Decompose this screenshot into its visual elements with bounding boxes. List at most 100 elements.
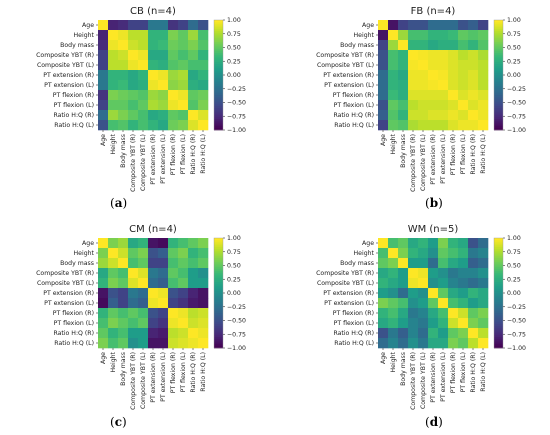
- heatmap-cell: [478, 70, 489, 81]
- colorbar-segment: [494, 67, 503, 70]
- heatmap-cell: [168, 20, 179, 31]
- colorbar-segment: [494, 95, 503, 98]
- colorbar-tick-label: −1.00: [227, 127, 246, 134]
- heatmap-cell: [458, 60, 469, 71]
- heatmap-cell: [438, 40, 449, 51]
- colorbar-segment: [494, 69, 503, 72]
- colorbar-segment: [494, 342, 503, 345]
- colorbar-segment: [214, 43, 223, 47]
- colorbar-segment: [494, 75, 503, 78]
- x-tick-label: Body mass: [120, 134, 127, 168]
- chart-title: WM (n=5): [408, 224, 459, 235]
- colorbar-segment: [494, 245, 503, 248]
- colorbar-segment: [494, 340, 503, 343]
- heatmap-panel-wm: WM (n=5) Age Height Body mass Composite YBT …: [280, 218, 550, 413]
- heatmap-cell: [158, 308, 169, 319]
- label-close: ): [122, 196, 128, 210]
- chart-title: FB (n=4): [411, 6, 456, 17]
- heatmap-cell: [188, 80, 199, 91]
- heatmap-cell: [118, 308, 129, 319]
- heatmap-cell: [188, 100, 199, 111]
- label-close: ): [122, 415, 127, 429]
- colorbar-segment: [214, 120, 223, 124]
- heatmap-cell: [478, 50, 489, 61]
- colorbar-tick-label: −0.25: [227, 86, 246, 93]
- heatmap-cell: [388, 338, 399, 349]
- colorbar-segment: [214, 289, 223, 292]
- colorbar-segment: [214, 98, 223, 102]
- colorbar-segment: [214, 261, 223, 265]
- heatmap-cell: [408, 40, 419, 51]
- colorbar-tick-label: −0.50: [227, 100, 246, 107]
- colorbar-segment: [494, 316, 503, 320]
- chart-title: CM (n=4): [129, 224, 177, 235]
- heatmap-cell: [458, 278, 469, 289]
- colorbar-segment: [494, 326, 503, 329]
- heatmap-cell: [378, 60, 389, 71]
- colorbar-segment: [494, 282, 503, 285]
- colorbar-segment: [214, 36, 223, 39]
- heatmap-cell: [98, 238, 109, 249]
- colorbar-segment: [214, 65, 223, 69]
- heatmap-cell: [178, 268, 189, 279]
- colorbar-segment: [494, 254, 503, 257]
- heatmap-cell: [398, 288, 409, 299]
- heatmap-cell: [188, 288, 199, 299]
- heatmap-cell: [178, 278, 189, 289]
- colorbar-segment: [494, 80, 503, 83]
- heatmap-cell: [98, 338, 109, 349]
- heatmap-cell: [178, 258, 189, 269]
- colorbar-segment: [494, 324, 503, 327]
- colorbar-segment: [494, 31, 503, 34]
- heatmap-cell: [458, 90, 469, 101]
- heatmap-cell: [128, 338, 139, 349]
- heatmap-cell: [428, 298, 439, 309]
- y-tick-label: Age: [82, 240, 94, 247]
- heatmap-cell: [458, 120, 469, 131]
- heatmap-cell: [148, 268, 159, 279]
- heatmap-cell: [178, 70, 189, 81]
- colorbar-segment: [214, 322, 223, 325]
- heatmap-cell: [448, 80, 459, 91]
- heatmap-cell: [428, 288, 439, 299]
- heatmap-cell: [418, 328, 429, 339]
- heatmap-cell: [398, 258, 409, 269]
- heatmap-cell: [128, 238, 139, 249]
- heatmap-cell: [448, 20, 459, 31]
- heatmap-cell: [98, 80, 109, 91]
- heatmap-cell: [148, 40, 159, 51]
- colorbar-segment: [494, 296, 503, 299]
- heatmap-cell: [418, 278, 429, 289]
- colorbar-segment: [494, 40, 503, 43]
- colorbar-segment: [494, 111, 503, 114]
- heatmap-cell: [148, 328, 159, 339]
- colorbar-segment: [494, 60, 503, 63]
- colorbar-segment: [214, 249, 223, 252]
- colorbar-segment: [494, 65, 503, 69]
- colorbar-segment: [214, 307, 223, 310]
- colorbar-segment: [214, 324, 223, 327]
- colorbar-segment: [494, 109, 503, 113]
- colorbar-segment: [494, 32, 503, 36]
- heatmap-panel-cb: CB (n=4) Age Height Body mass Composite YBT …: [0, 0, 270, 195]
- colorbar-segment: [214, 38, 223, 41]
- heatmap-cell: [398, 70, 409, 81]
- y-tick-label: Ratio H:Q (L): [334, 340, 374, 347]
- y-tick-label: Height: [74, 250, 95, 257]
- colorbar-segment: [494, 78, 503, 81]
- heatmap-cell: [158, 338, 169, 349]
- y-tick-label: PT flexion (L): [54, 320, 94, 327]
- colorbar-segment: [494, 97, 503, 100]
- colorbar-segment: [494, 49, 503, 52]
- colorbar-segment: [214, 117, 223, 120]
- colorbar-segment: [494, 43, 503, 47]
- y-tick-label: Composite YBT (R): [36, 52, 94, 59]
- heatmap-cell: [388, 288, 399, 299]
- colorbar-segment: [214, 252, 223, 255]
- heatmap-cell: [398, 110, 409, 121]
- heatmap-cell: [168, 30, 179, 41]
- heatmap-cell: [98, 70, 109, 81]
- colorbar-segment: [214, 340, 223, 343]
- heatmap-cell: [438, 318, 449, 329]
